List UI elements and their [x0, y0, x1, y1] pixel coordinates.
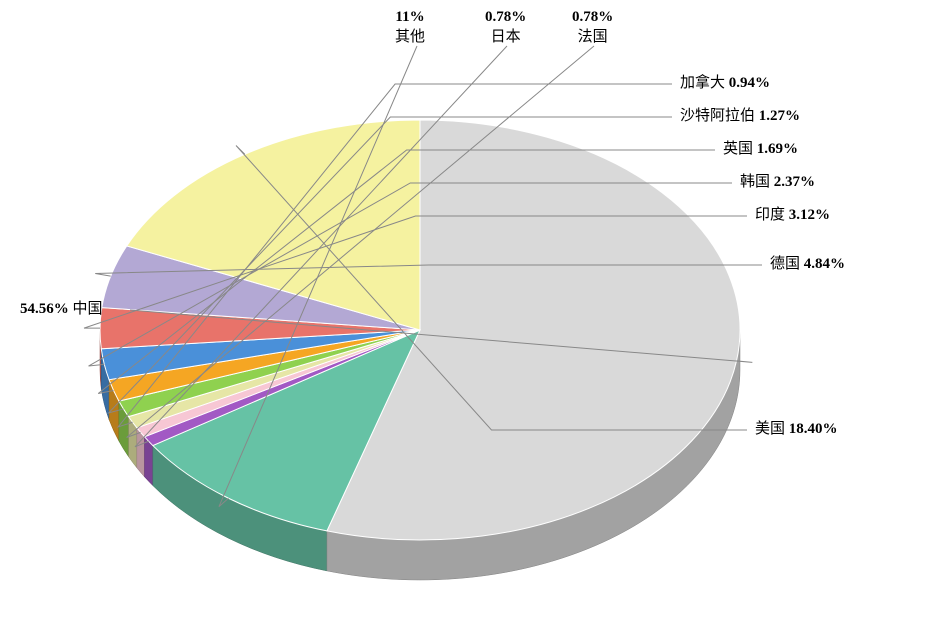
- slice-percent: 0.94%: [729, 75, 770, 91]
- slice-label: 韩国 2.37%: [740, 173, 815, 193]
- slice-name: 日本: [485, 28, 526, 48]
- slice-name: 沙特阿拉伯: [680, 108, 755, 124]
- slice-percent: 2.37%: [774, 174, 815, 190]
- slice-label: 11%其他: [395, 8, 425, 47]
- slice-label: 0.78%法国: [572, 8, 613, 47]
- slice-label: 加拿大 0.94%: [680, 74, 770, 94]
- slice-percent: 3.12%: [789, 207, 830, 223]
- slice-percent: 54.56%: [20, 301, 69, 317]
- slice-percent: 1.69%: [757, 141, 798, 157]
- pie-chart-svg: [0, 0, 936, 618]
- pie-chart-container: 54.56% 中国11%其他0.78%日本0.78%法国加拿大 0.94%沙特阿…: [0, 0, 936, 618]
- slice-percent: 0.78%: [572, 8, 613, 28]
- slice-label: 印度 3.12%: [755, 206, 830, 226]
- slice-name: 其他: [395, 28, 425, 48]
- slice-name: 法国: [572, 28, 613, 48]
- slice-name: 英国: [723, 141, 753, 157]
- slice-label: 美国 18.40%: [755, 420, 838, 440]
- slice-percent: 4.84%: [804, 256, 845, 272]
- slice-name: 韩国: [740, 174, 770, 190]
- slice-label: 英国 1.69%: [723, 140, 798, 160]
- slice-name: 加拿大: [680, 75, 725, 91]
- slice-label: 沙特阿拉伯 1.27%: [680, 107, 800, 127]
- slice-percent: 11%: [395, 8, 425, 28]
- slice-percent: 1.27%: [759, 108, 800, 124]
- slice-percent: 18.40%: [789, 421, 838, 437]
- slice-name: 德国: [770, 256, 800, 272]
- slice-percent: 0.78%: [485, 8, 526, 28]
- slice-name: 中国: [73, 301, 103, 317]
- slice-label: 0.78%日本: [485, 8, 526, 47]
- slice-name: 印度: [755, 207, 785, 223]
- slice-name: 美国: [755, 421, 785, 437]
- slice-label: 德国 4.84%: [770, 255, 845, 275]
- slice-label: 54.56% 中国: [20, 300, 103, 320]
